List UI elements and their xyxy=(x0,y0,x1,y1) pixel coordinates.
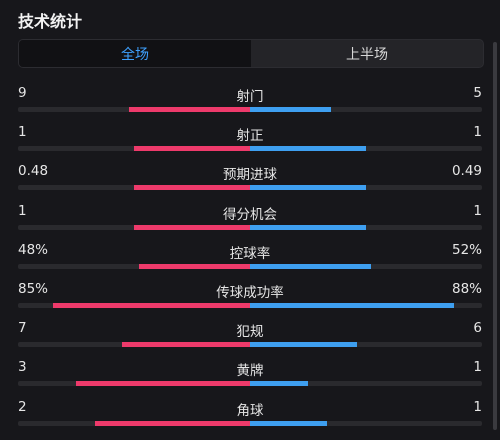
stat-bar-track xyxy=(18,381,482,387)
away-value: 0.49 xyxy=(451,163,482,180)
stat-row: 9 射门 5 xyxy=(18,85,482,115)
stat-bar-track xyxy=(18,420,482,426)
home-value: 0.48 xyxy=(18,163,49,180)
stat-row: 1 得分机会 1 xyxy=(18,203,482,233)
away-bar xyxy=(250,381,308,387)
stat-row: 0.48 预期进球 0.49 xyxy=(18,163,482,193)
stat-bar-track xyxy=(18,185,482,191)
home-value: 48% xyxy=(18,241,49,258)
page-title: 技术统计 xyxy=(18,12,83,31)
away-bar xyxy=(250,185,366,191)
stat-row: 3 黄牌 1 xyxy=(18,359,482,389)
away-bar xyxy=(250,420,327,426)
stat-label: 射门 xyxy=(236,89,264,105)
home-bar xyxy=(134,185,250,191)
stat-label: 传球成功率 xyxy=(216,285,284,301)
stat-label: 预期进球 xyxy=(223,167,277,184)
stat-label: 控球率 xyxy=(229,245,271,262)
home-value: 9 xyxy=(18,85,27,101)
away-bar xyxy=(250,342,357,348)
stat-row: 48% 控球率 52% xyxy=(18,242,482,272)
stat-label: 犯规 xyxy=(236,324,264,341)
away-value: 1 xyxy=(473,202,482,219)
scrollbar[interactable] xyxy=(493,42,497,430)
home-bar xyxy=(134,146,250,152)
home-bar xyxy=(129,107,250,112)
tab-first-half[interactable]: 上半场 xyxy=(346,46,388,63)
stat-label: 得分机会 xyxy=(223,206,277,223)
stat-row: 85% 传球成功率 88% xyxy=(18,281,482,311)
stat-bar-track xyxy=(18,107,482,112)
home-bar xyxy=(95,420,250,426)
home-value: 3 xyxy=(18,359,27,376)
home-value: 7 xyxy=(18,320,27,337)
away-value: 1 xyxy=(473,398,482,415)
stat-row: 2 角球 1 xyxy=(18,399,482,429)
away-value: 6 xyxy=(473,320,482,337)
home-value: 1 xyxy=(18,202,27,219)
period-tabs: 全场 上半场 xyxy=(18,39,484,68)
home-bar xyxy=(122,342,250,348)
away-value: 88% xyxy=(451,281,482,297)
away-bar xyxy=(250,303,454,308)
away-value: 5 xyxy=(473,85,482,101)
home-bar xyxy=(53,303,250,308)
stat-label: 角球 xyxy=(236,402,264,419)
stat-bar-track xyxy=(18,263,482,269)
away-value: 52% xyxy=(451,241,482,258)
away-bar xyxy=(250,107,331,112)
stat-bar-track xyxy=(18,224,482,230)
home-bar xyxy=(134,224,250,230)
stat-row: 7 犯规 6 xyxy=(18,320,482,350)
stat-label: 黄牌 xyxy=(236,363,264,380)
stat-label: 射正 xyxy=(236,128,264,145)
away-value: 1 xyxy=(473,359,482,376)
tab-full-match[interactable]: 全场 xyxy=(19,40,251,67)
home-value: 1 xyxy=(18,124,27,141)
home-bar xyxy=(76,381,250,387)
away-value: 1 xyxy=(473,124,482,141)
stat-bar-track xyxy=(18,146,482,152)
stat-row: 1 射正 1 xyxy=(18,124,482,154)
away-bar xyxy=(250,146,366,152)
home-value: 85% xyxy=(18,281,49,297)
home-bar xyxy=(139,263,250,269)
stat-bar-track xyxy=(18,342,482,348)
away-bar xyxy=(250,224,366,230)
stat-bar-track xyxy=(18,303,482,308)
home-value: 2 xyxy=(18,398,27,415)
away-bar xyxy=(250,263,371,269)
